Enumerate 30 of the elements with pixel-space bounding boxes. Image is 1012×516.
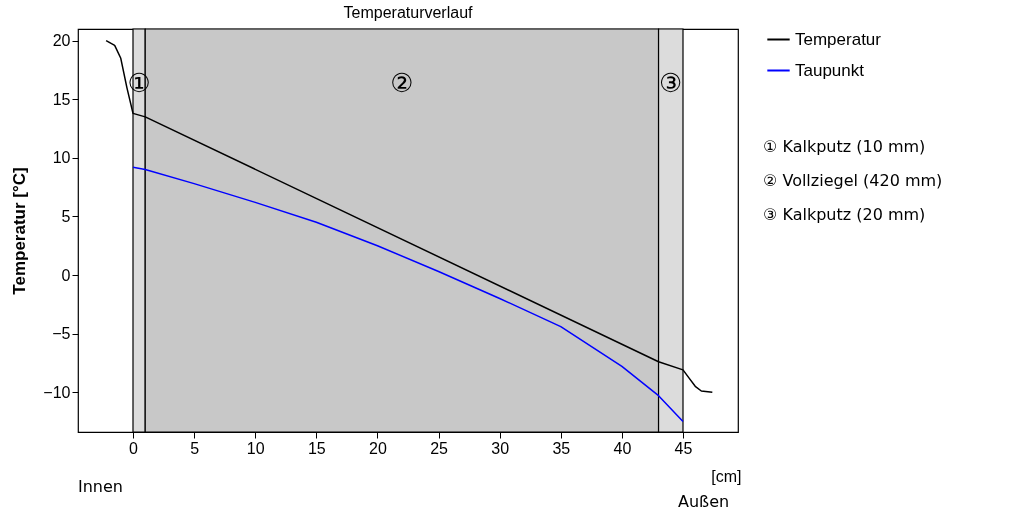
x-tick-label: 45 (674, 439, 693, 457)
legend-label: Temperatur (795, 29, 882, 49)
chart-title: Temperaturverlauf (343, 4, 474, 21)
x-tick-label: 30 (491, 439, 510, 457)
y-tick-label: 0 (61, 266, 71, 284)
band-label: ② (390, 68, 414, 98)
text: Außen (678, 492, 730, 511)
text: Innen (78, 477, 123, 496)
line-series (132, 166, 684, 423)
x-tick-label: 35 (552, 439, 571, 457)
x-tick-label: 0 (129, 439, 139, 457)
band-label: ③ (659, 68, 683, 98)
y-axis-title: Temperatur [°C] (10, 167, 30, 295)
y-tick-label: 5 (61, 207, 71, 225)
y-tick-label: 20 (52, 32, 71, 50)
x-axis-title: [cm] (711, 467, 742, 485)
text: ① Kalkputz (10 mm) (763, 137, 926, 156)
x-tick-label: 10 (246, 439, 265, 457)
text: ② Vollziegel (420 mm) (763, 171, 943, 190)
y-tick-label: 10 (52, 149, 71, 167)
y-tick-label: −5 (52, 325, 71, 343)
x-tick-label: 5 (190, 439, 200, 457)
x-tick-label: 25 (430, 439, 449, 457)
x-tick-label: 40 (613, 439, 632, 457)
y-tick-label: −10 (43, 383, 71, 401)
x-tick-label: 15 (307, 439, 326, 457)
text: ③ Kalkputz (20 mm) (763, 205, 926, 224)
legend-label: Taupunkt (795, 60, 865, 80)
x-tick-label: 20 (369, 439, 387, 457)
y-tick-label: 15 (52, 90, 71, 108)
